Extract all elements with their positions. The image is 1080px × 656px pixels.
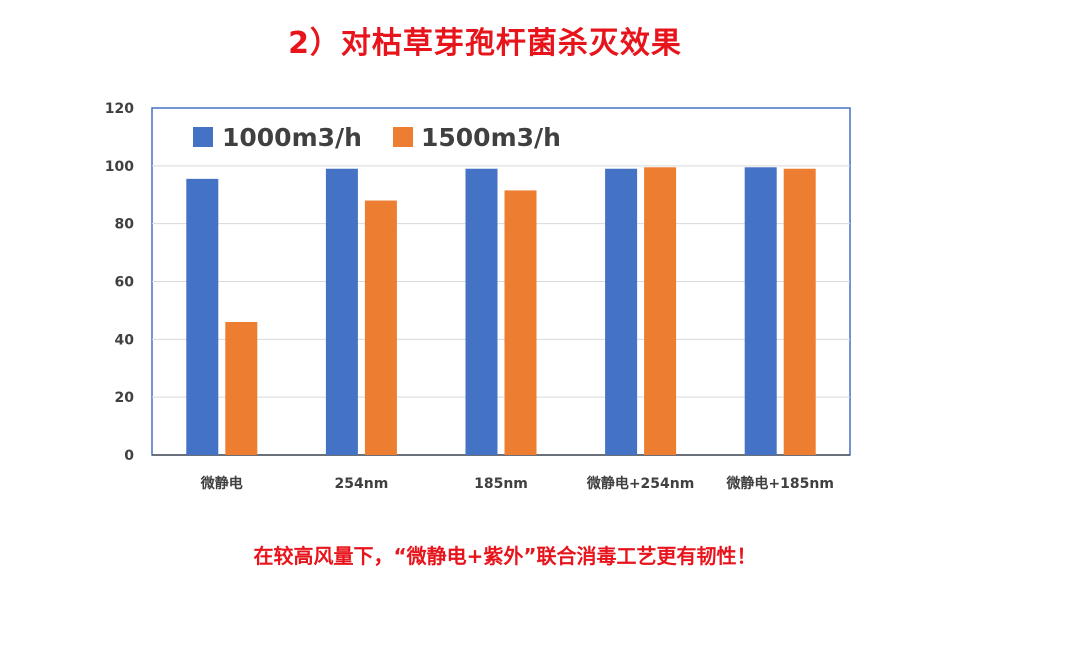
legend-label: 1000m3/h (222, 123, 362, 152)
gridlines (152, 165, 850, 456)
x-category-label: 微静电 (200, 475, 243, 492)
bar-1000m3/h-4 (744, 167, 777, 455)
x-category-label: 微静电+254nm (586, 475, 695, 492)
bar-1500m3/h-4 (783, 168, 816, 455)
y-tick-label: 60 (115, 275, 135, 291)
legend-swatch (393, 127, 413, 147)
page-title: 2）对枯草芽孢杆菌杀灭效果 (288, 26, 682, 61)
y-tick-label: 0 (124, 448, 134, 464)
legend: 1000m3/h 1500m3/h (193, 123, 561, 152)
bar-1000m3/h-0 (186, 178, 219, 456)
x-axis-categories: 微静电 254nm 185nm 微静电+254nm 微静电+185nm (200, 475, 834, 492)
y-tick-label: 100 (105, 159, 134, 175)
bar-1000m3/h-2 (465, 168, 498, 455)
legend-swatch (193, 127, 213, 147)
y-tick-label: 80 (115, 217, 135, 233)
conclusion-note: 在较高风量下，“微静电+紫外”联合消毒工艺更有韧性！ (253, 544, 757, 568)
bar-1500m3/h-2 (504, 190, 537, 455)
bar-1500m3/h-1 (364, 200, 397, 455)
y-axis-ticks: 0 20 40 60 80 100 120 (105, 101, 134, 464)
bars (186, 167, 816, 456)
y-tick-label: 40 (115, 332, 135, 348)
bar-1500m3/h-0 (225, 321, 258, 455)
y-tick-label: 120 (105, 101, 134, 117)
bar-1000m3/h-3 (605, 168, 638, 455)
y-tick-label: 20 (115, 390, 135, 406)
bar-1500m3/h-3 (644, 167, 677, 455)
legend-label: 1500m3/h (421, 123, 561, 152)
x-category-label: 254nm (335, 476, 389, 492)
x-category-label: 185nm (474, 476, 528, 492)
bar-1000m3/h-1 (325, 168, 358, 455)
x-category-label: 微静电+185nm (725, 475, 834, 492)
